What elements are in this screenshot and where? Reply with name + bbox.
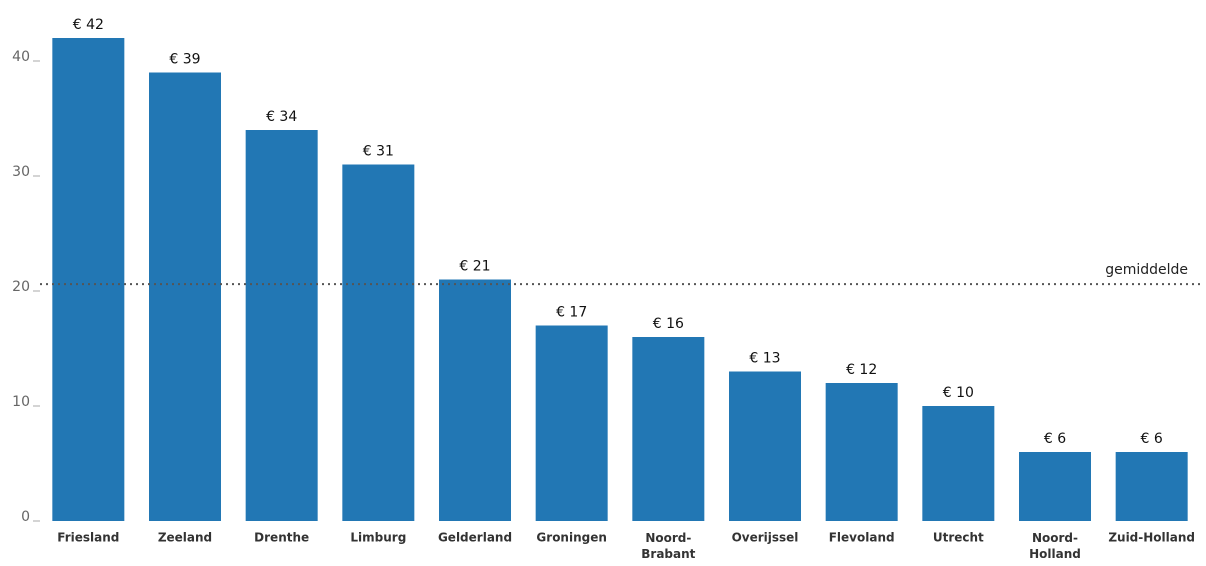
bar: [632, 337, 705, 521]
bar: [1019, 452, 1091, 521]
value-label: € 21: [459, 259, 490, 275]
value-label: € 12: [846, 362, 877, 378]
y-tick-label: 40: [12, 49, 30, 65]
x-tick-label: Limburg: [350, 531, 406, 545]
bar: [439, 279, 511, 521]
x-tick-label: Groningen: [536, 531, 606, 545]
value-label: € 6: [1141, 431, 1163, 447]
x-tick-label: Zeeland: [158, 531, 212, 545]
bar: [1115, 452, 1188, 521]
x-tick-label: Drenthe: [254, 531, 309, 545]
y-tick-label: 30: [12, 164, 30, 180]
y-tick-label: 0: [21, 509, 30, 525]
bar: [342, 164, 415, 521]
x-tick-label: Noord-Brabant: [641, 531, 695, 561]
value-label: € 17: [556, 305, 587, 321]
value-label: € 34: [266, 109, 297, 125]
value-label: € 31: [363, 144, 394, 160]
bar: [535, 325, 608, 521]
value-label: € 13: [749, 351, 780, 367]
value-label: € 10: [943, 385, 974, 401]
x-tick-label: Flevoland: [829, 531, 895, 545]
bar: [825, 383, 898, 521]
x-tick-label: Gelderland: [438, 531, 512, 545]
x-tick-label: Noord-Holland: [1029, 531, 1081, 561]
value-label: € 39: [169, 52, 200, 68]
bar: [52, 38, 125, 521]
bar: [922, 406, 995, 521]
x-tick-label: Utrecht: [933, 531, 984, 545]
bar: [149, 72, 221, 521]
bar: [245, 130, 318, 521]
value-label: € 42: [73, 17, 104, 33]
bar: [729, 371, 801, 521]
average-label: gemiddelde: [1105, 262, 1188, 278]
x-tick-label: Friesland: [57, 531, 119, 545]
x-tick-label: Zuid-Holland: [1108, 531, 1195, 545]
value-label: € 16: [653, 316, 684, 332]
y-tick-label: 20: [12, 279, 30, 295]
y-tick-label: 10: [12, 394, 30, 410]
x-tick-label: Overijssel: [732, 531, 799, 545]
value-label: € 6: [1044, 431, 1066, 447]
